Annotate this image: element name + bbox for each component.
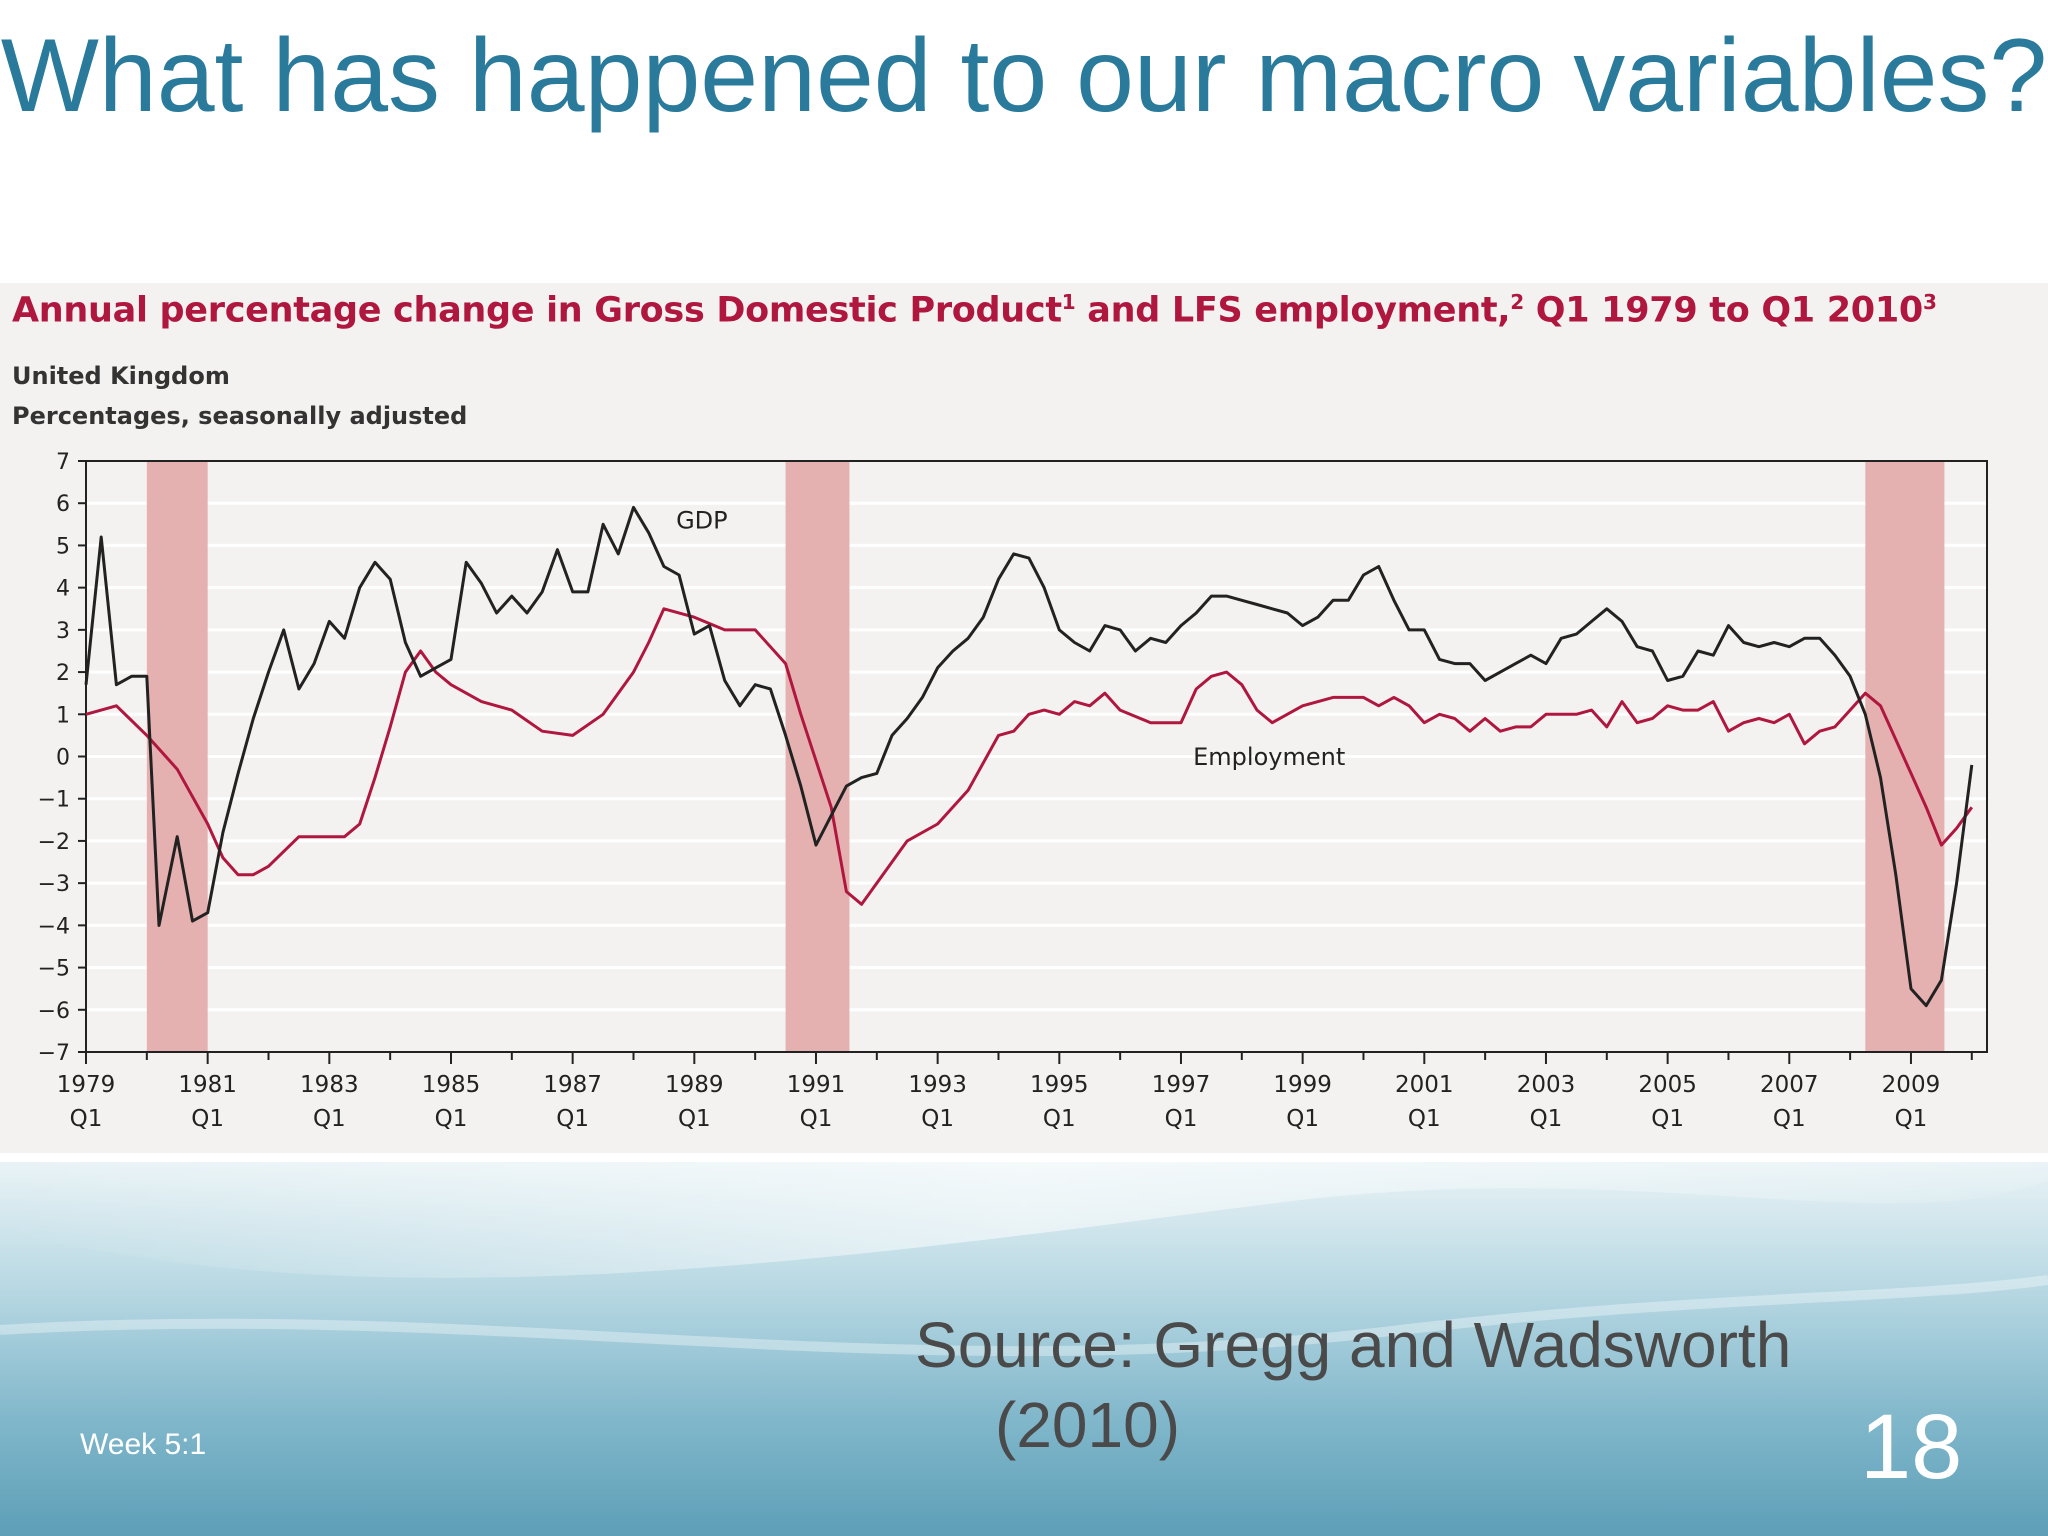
- employment-series-line: [85, 607, 1974, 906]
- y-tick-label: 0: [56, 746, 70, 771]
- x-tick-label-quarter: Q1: [70, 1106, 103, 1132]
- y-tick-label: −4: [38, 914, 70, 939]
- x-tick-label-quarter: Q1: [1043, 1106, 1076, 1132]
- y-tick-label: −5: [38, 957, 70, 982]
- chart-subtitle-units: Percentages, seasonally adjusted: [12, 402, 468, 430]
- chart-subtitle-region: United Kingdom: [12, 362, 230, 390]
- x-tick-label-year: 1993: [908, 1072, 967, 1098]
- x-tick-label-quarter: Q1: [1773, 1106, 1806, 1132]
- x-tick-label-quarter: Q1: [191, 1106, 224, 1132]
- x-tick-label-year: 1991: [787, 1072, 846, 1098]
- x-tick-label-quarter: Q1: [1530, 1106, 1563, 1132]
- slide-title: What has happened to our macro variables…: [0, 18, 2048, 134]
- x-tick-label-quarter: Q1: [435, 1106, 468, 1132]
- x-tick-label-year: 1989: [665, 1072, 724, 1098]
- x-tick-label-quarter: Q1: [1895, 1106, 1928, 1132]
- x-tick-label-year: 2001: [1395, 1072, 1454, 1098]
- chart-title-part-a: Annual percentage change in Gross Domest…: [12, 290, 1062, 331]
- x-tick-label-year: 1997: [1152, 1072, 1211, 1098]
- y-tick-label: −1: [38, 788, 70, 813]
- x-tick-label-year: 1987: [543, 1072, 602, 1098]
- x-tick-label-year: 2003: [1517, 1072, 1576, 1098]
- x-tick-label-quarter: Q1: [313, 1106, 346, 1132]
- y-tick-label: 5: [56, 534, 70, 559]
- x-tick-label-year: 1983: [300, 1072, 359, 1098]
- y-tick-label: 7: [56, 450, 70, 475]
- footnote-marker-2: 2: [1510, 290, 1524, 314]
- footnote-marker-1: 1: [1061, 290, 1076, 314]
- page-number: 18: [1860, 1396, 1963, 1498]
- footer-week-label: Week 5:1: [80, 1428, 207, 1461]
- recession-band: [785, 461, 850, 1052]
- y-tick-label: −3: [38, 872, 70, 897]
- gdp-series-label: GDP: [676, 507, 728, 535]
- employment-series-label: Employment: [1193, 743, 1345, 771]
- x-tick-label-year: 1985: [422, 1072, 481, 1098]
- y-tick-label: −2: [38, 830, 70, 855]
- x-tick-label-quarter: Q1: [556, 1106, 589, 1132]
- x-tick-label-quarter: Q1: [1286, 1106, 1319, 1132]
- recession-band: [146, 461, 208, 1052]
- x-tick-label-quarter: Q1: [1165, 1106, 1198, 1132]
- x-tick-label-year: 2005: [1638, 1072, 1697, 1098]
- x-tick-label-year: 1999: [1273, 1072, 1332, 1098]
- x-tick-label-quarter: Q1: [800, 1106, 833, 1132]
- x-tick-label-quarter: Q1: [921, 1106, 954, 1132]
- footnote-marker-3: 3: [1922, 290, 1937, 314]
- source-citation: Source: Gregg and Wadsworth (2010): [915, 1309, 1792, 1461]
- y-tick-label: −7: [38, 1041, 70, 1066]
- y-tick-label: 2: [56, 661, 70, 686]
- y-tick-label: 6: [56, 492, 70, 517]
- chart-title-part-c: Q1 1979 to Q1 2010: [1523, 290, 1923, 331]
- y-tick-label: 3: [56, 619, 70, 644]
- x-tick-label-year: 1995: [1030, 1072, 1089, 1098]
- y-tick-label: −6: [38, 999, 70, 1024]
- chart-title: Annual percentage change in Gross Domest…: [12, 290, 1937, 331]
- x-tick-label-year: 1979: [57, 1072, 116, 1098]
- x-tick-label-year: 2007: [1760, 1072, 1819, 1098]
- chart-title-part-b: and LFS employment,: [1075, 290, 1511, 331]
- gdp-series-line: [84, 505, 1974, 1008]
- y-tick-label: 1: [56, 703, 70, 728]
- line-chart: 7 6 5 4 3 2 1 0 −1 −2 −3 −4 −5 −6 −7 1979 Q1 1981 Q1 1983 Q1…: [38, 450, 1988, 1132]
- x-tick-label-quarter: Q1: [1408, 1106, 1441, 1132]
- x-tick-label-quarter: Q1: [678, 1106, 711, 1132]
- x-tick-label-quarter: Q1: [1651, 1106, 1684, 1132]
- x-tick-label-year: 1981: [178, 1072, 237, 1098]
- x-tick-label-year: 2009: [1882, 1072, 1941, 1098]
- y-tick-label: 4: [56, 577, 70, 602]
